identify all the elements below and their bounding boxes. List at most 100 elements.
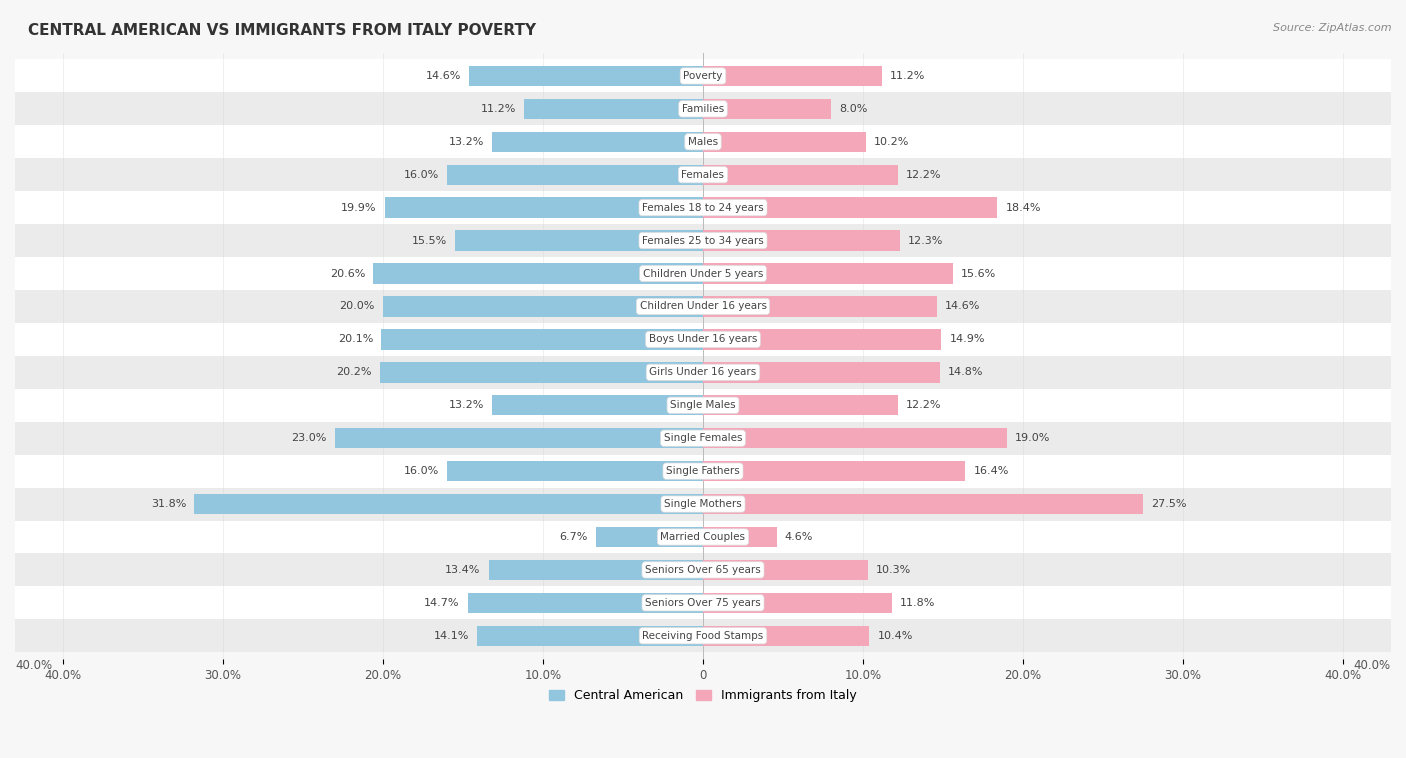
Text: 11.8%: 11.8% — [900, 598, 935, 608]
Text: Families: Families — [682, 104, 724, 114]
Text: Boys Under 16 years: Boys Under 16 years — [648, 334, 758, 344]
Bar — [596, 527, 703, 547]
Text: Single Mothers: Single Mothers — [664, 499, 742, 509]
Bar — [0, 59, 1406, 92]
Text: 13.2%: 13.2% — [449, 400, 484, 410]
Bar — [0, 158, 1406, 191]
Text: Source: ZipAtlas.com: Source: ZipAtlas.com — [1274, 23, 1392, 33]
Text: 40.0%: 40.0% — [1354, 659, 1391, 672]
Text: 20.0%: 20.0% — [340, 302, 375, 312]
Text: 31.8%: 31.8% — [150, 499, 186, 509]
Text: Single Females: Single Females — [664, 433, 742, 443]
Bar — [489, 559, 703, 580]
Text: Children Under 5 years: Children Under 5 years — [643, 268, 763, 278]
Bar — [0, 521, 1406, 553]
Bar — [0, 389, 1406, 421]
Bar — [703, 263, 953, 283]
Bar — [524, 99, 703, 119]
Bar — [703, 559, 868, 580]
Text: 14.1%: 14.1% — [434, 631, 470, 641]
Text: 16.0%: 16.0% — [404, 170, 439, 180]
Bar — [703, 230, 900, 251]
Text: CENTRAL AMERICAN VS IMMIGRANTS FROM ITALY POVERTY: CENTRAL AMERICAN VS IMMIGRANTS FROM ITAL… — [28, 23, 536, 38]
Bar — [703, 164, 898, 185]
Bar — [382, 296, 703, 317]
Text: Single Males: Single Males — [671, 400, 735, 410]
Bar — [447, 164, 703, 185]
Bar — [470, 66, 703, 86]
Text: Seniors Over 65 years: Seniors Over 65 years — [645, 565, 761, 575]
Bar — [0, 224, 1406, 257]
Text: 18.4%: 18.4% — [1005, 202, 1040, 213]
Bar — [385, 198, 703, 218]
Bar — [703, 625, 869, 646]
Bar — [0, 290, 1406, 323]
Text: 16.4%: 16.4% — [973, 466, 1008, 476]
Text: 10.2%: 10.2% — [875, 136, 910, 147]
Bar — [0, 587, 1406, 619]
Text: Married Couples: Married Couples — [661, 532, 745, 542]
Bar — [703, 395, 898, 415]
Bar — [0, 421, 1406, 455]
Text: 15.6%: 15.6% — [960, 268, 995, 278]
Bar — [374, 263, 703, 283]
Text: 4.6%: 4.6% — [785, 532, 813, 542]
Text: 12.2%: 12.2% — [907, 400, 942, 410]
Bar — [380, 362, 703, 383]
Text: 20.1%: 20.1% — [337, 334, 374, 344]
Bar — [703, 362, 939, 383]
Text: 20.6%: 20.6% — [330, 268, 366, 278]
Bar — [0, 323, 1406, 356]
Bar — [703, 296, 936, 317]
Bar — [703, 198, 997, 218]
Bar — [703, 329, 942, 349]
Text: 14.6%: 14.6% — [945, 302, 980, 312]
Text: 12.3%: 12.3% — [908, 236, 943, 246]
Text: Seniors Over 75 years: Seniors Over 75 years — [645, 598, 761, 608]
Bar — [492, 395, 703, 415]
Text: Children Under 16 years: Children Under 16 years — [640, 302, 766, 312]
Text: 14.9%: 14.9% — [949, 334, 984, 344]
Bar — [194, 494, 703, 514]
Text: Receiving Food Stamps: Receiving Food Stamps — [643, 631, 763, 641]
Text: 40.0%: 40.0% — [15, 659, 52, 672]
Bar — [0, 92, 1406, 125]
Text: 27.5%: 27.5% — [1152, 499, 1187, 509]
Text: Males: Males — [688, 136, 718, 147]
Text: Females 18 to 24 years: Females 18 to 24 years — [643, 202, 763, 213]
Bar — [468, 593, 703, 613]
Text: Females 25 to 34 years: Females 25 to 34 years — [643, 236, 763, 246]
Text: 19.9%: 19.9% — [342, 202, 377, 213]
Bar — [0, 553, 1406, 587]
Bar — [0, 356, 1406, 389]
Text: 14.8%: 14.8% — [948, 368, 983, 377]
Text: Single Fathers: Single Fathers — [666, 466, 740, 476]
Text: 23.0%: 23.0% — [291, 433, 328, 443]
Text: Females: Females — [682, 170, 724, 180]
Bar — [456, 230, 703, 251]
Bar — [0, 257, 1406, 290]
Bar — [447, 461, 703, 481]
Bar — [703, 593, 891, 613]
Text: 19.0%: 19.0% — [1015, 433, 1050, 443]
Text: 15.5%: 15.5% — [412, 236, 447, 246]
Bar — [703, 66, 882, 86]
Bar — [335, 428, 703, 449]
Text: 20.2%: 20.2% — [336, 368, 371, 377]
Bar — [0, 487, 1406, 521]
Text: 12.2%: 12.2% — [907, 170, 942, 180]
Text: 11.2%: 11.2% — [890, 71, 925, 81]
Bar — [703, 494, 1143, 514]
Legend: Central American, Immigrants from Italy: Central American, Immigrants from Italy — [544, 684, 862, 707]
Bar — [703, 428, 1007, 449]
Bar — [381, 329, 703, 349]
Bar — [0, 619, 1406, 652]
Bar — [703, 132, 866, 152]
Text: 10.3%: 10.3% — [876, 565, 911, 575]
Text: 8.0%: 8.0% — [839, 104, 868, 114]
Text: Poverty: Poverty — [683, 71, 723, 81]
Text: 16.0%: 16.0% — [404, 466, 439, 476]
Bar — [478, 625, 703, 646]
Text: 14.6%: 14.6% — [426, 71, 461, 81]
Bar — [492, 132, 703, 152]
